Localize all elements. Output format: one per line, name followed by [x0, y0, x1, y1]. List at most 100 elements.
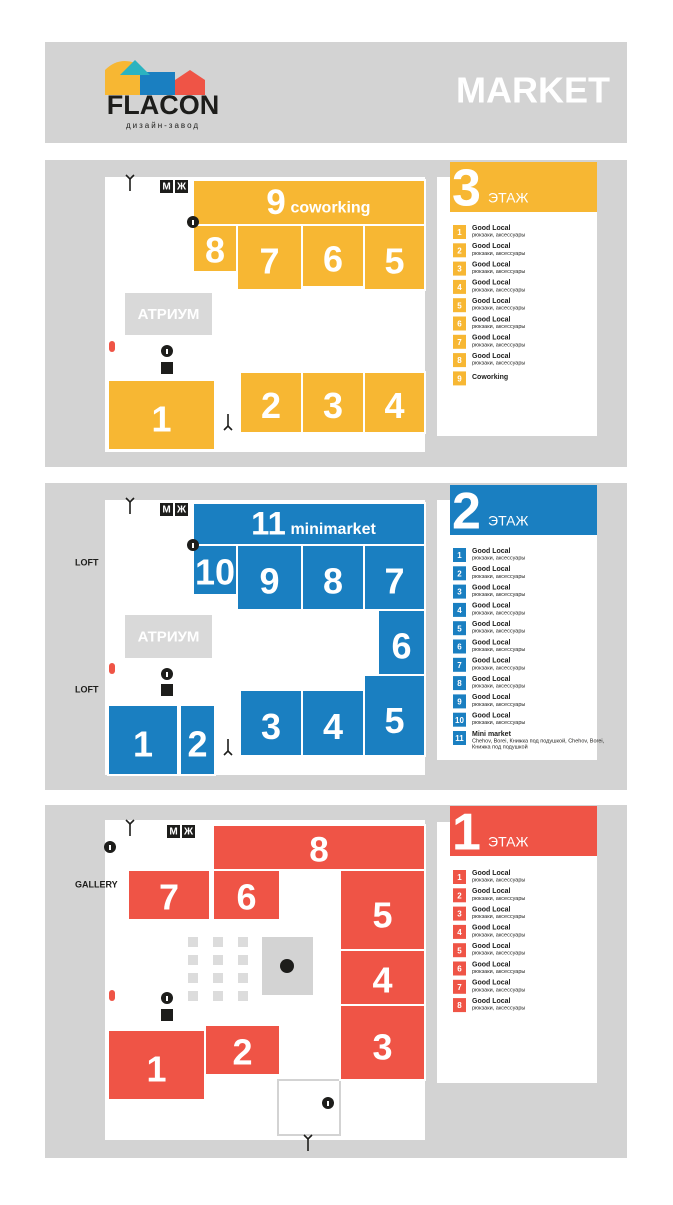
store — [204, 1024, 281, 1076]
legend-swatch — [453, 353, 466, 368]
legend-desc: рюкзаки, аксессуары — [472, 914, 525, 920]
store-number: 1 — [133, 724, 153, 765]
logo — [105, 60, 205, 95]
wc-men: М — [162, 182, 170, 193]
store — [179, 704, 216, 776]
legend-number: 7 — [457, 661, 462, 670]
info-glyph — [327, 1101, 329, 1106]
legend-number: 4 — [457, 928, 462, 937]
legend-desc: рюкзаки, аксессуары — [472, 251, 525, 257]
logo-text: FLACON — [107, 90, 219, 120]
legend-swatch — [453, 924, 466, 939]
store-number: 5 — [384, 700, 404, 741]
store-number: 3 — [261, 706, 281, 747]
atrium — [125, 293, 212, 335]
store-number: 8 — [309, 830, 329, 869]
info-glyph — [166, 672, 168, 677]
store — [127, 869, 211, 921]
legend-number: 5 — [457, 946, 462, 955]
legend-desc: рюкзаки, аксессуары — [472, 629, 525, 635]
wc-women: Ж — [176, 505, 187, 516]
legend-name: Good Local — [472, 943, 511, 950]
store-number: 4 — [323, 706, 343, 747]
legend-name: Good Local — [472, 639, 511, 646]
legend-number: 5 — [457, 624, 462, 633]
legend-number: 4 — [457, 283, 462, 292]
legend-swatch — [453, 584, 466, 599]
legend-name: Good Local — [472, 335, 511, 342]
legend-name: Coworking — [472, 374, 508, 381]
legend-swatch — [453, 694, 466, 709]
stairs-icon — [161, 684, 173, 696]
wc-men: М — [169, 827, 177, 838]
legend-desc: рюкзаки, аксессуары — [472, 932, 525, 938]
store-number: 3 — [323, 385, 343, 426]
legend-swatch — [453, 998, 466, 1013]
arrow-up — [303, 1134, 313, 1141]
store-number: 9 — [259, 561, 279, 602]
floor-number: 3 — [452, 160, 481, 218]
legend-number: 8 — [457, 1001, 462, 1010]
store — [363, 224, 426, 291]
wc-icon — [167, 825, 180, 838]
store — [212, 824, 426, 871]
store-number: 6 — [391, 626, 411, 667]
legend-desc: рюкзаки, аксессуары — [472, 969, 525, 975]
side-label: LOFT — [75, 684, 99, 694]
arrow-up — [125, 497, 135, 504]
legend-swatch — [453, 731, 466, 745]
legend-header — [450, 806, 597, 856]
legend-name: Good Local — [472, 870, 511, 877]
legend-number: 2 — [457, 569, 462, 578]
legend-name: Good Local — [472, 603, 511, 610]
legend-name: Mini market — [472, 731, 512, 738]
store-number: 2 — [187, 724, 207, 765]
legend-number: 10 — [455, 716, 464, 725]
store-number: 3 — [372, 1027, 392, 1068]
floor-label: ЭТАЖ — [488, 834, 528, 850]
store — [107, 704, 179, 776]
store-name: coworking — [290, 200, 370, 217]
atrium-label: АТРИУМ — [138, 628, 200, 645]
legend-swatch — [453, 371, 466, 386]
legend-desc: рюкзаки, аксессуары — [472, 951, 525, 957]
legend-desc: рюкзаки, аксессуары — [472, 342, 525, 348]
legend-number: 1 — [457, 873, 462, 882]
column — [188, 991, 198, 1001]
legend-name: Good Local — [472, 225, 511, 232]
legend-name: Good Local — [472, 584, 511, 591]
store-number: 10 — [195, 552, 235, 593]
legend-swatch — [453, 639, 466, 654]
legend-name: Good Local — [472, 961, 511, 968]
legend-number: 3 — [457, 588, 462, 597]
legend-swatch — [453, 316, 466, 331]
legend-number: 9 — [457, 375, 462, 384]
store — [301, 371, 365, 434]
legend-swatch — [453, 943, 466, 958]
legend-swatch — [453, 676, 466, 691]
info-glyph — [166, 349, 168, 354]
legend-swatch — [453, 621, 466, 636]
store-number: 5 — [384, 241, 404, 282]
legend-header — [450, 485, 597, 535]
legend-number: 11 — [455, 734, 464, 743]
legend-swatch — [453, 334, 466, 349]
legend-name: Good Local — [472, 888, 511, 895]
legend-swatch — [453, 888, 466, 903]
wc-icon — [160, 180, 173, 193]
legend-name: Good Local — [472, 261, 511, 268]
legend-number: 8 — [457, 356, 462, 365]
store — [192, 179, 426, 226]
legend-desc: рюкзаки, аксессуары — [472, 702, 525, 708]
legend-desc: рюкзаки, аксессуары — [472, 610, 525, 616]
legend-name: Good Local — [472, 658, 511, 665]
legend-name: Good Local — [472, 566, 511, 573]
store — [301, 544, 365, 611]
legend-desc: рюкзаки, аксессуары — [472, 665, 525, 671]
legend-desc: рюкзаки, аксессуары — [472, 592, 525, 598]
store — [192, 544, 238, 596]
legend-desc: рюкзаки, аксессуары — [472, 555, 525, 561]
legend-number: 1 — [457, 551, 462, 560]
legend-number: 7 — [457, 983, 462, 992]
